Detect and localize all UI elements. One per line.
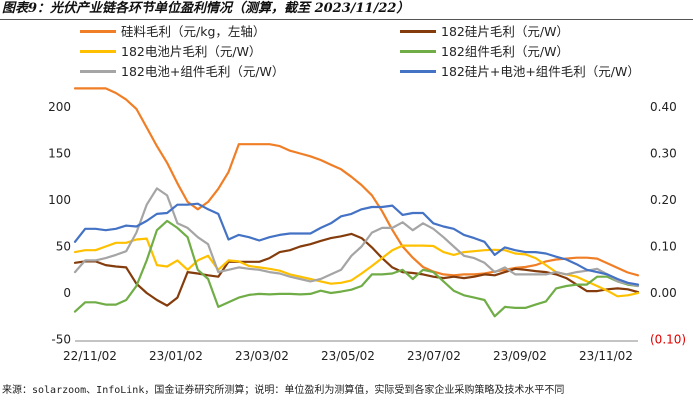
legend-label-module: 182组件毛利（元/W） xyxy=(441,44,569,59)
line-chart: -50 0 50 100 150 200 (0.10) 0.00 0.10 0.20 0.30 0.4… xyxy=(48,87,686,363)
x-axis-tick-label: 22/11/02 xyxy=(63,349,117,363)
x-axis-tick-label: 23/11/02 xyxy=(579,349,633,363)
right-axis-tick-label: 0.40 xyxy=(650,100,677,114)
left-axis-tick-label: 0 xyxy=(63,286,71,300)
x-axis-tick-label: 23/07/02 xyxy=(407,349,461,363)
left-axis-tick-label: -50 xyxy=(51,333,71,347)
right-axis-tick-label: 0.00 xyxy=(650,286,677,300)
x-axis-tick-label: 23/01/02 xyxy=(149,349,203,363)
legend-swatch-wafer xyxy=(400,30,436,33)
legend-item-cell: 182电池片毛利（元/W） xyxy=(80,44,261,60)
left-axis-tick-label: 200 xyxy=(48,100,71,114)
x-axis-tick-label: 23/09/02 xyxy=(493,349,547,363)
legend-item-silicon: 硅料毛利（元/kg，左轴） xyxy=(80,24,265,40)
legend-item-wafer-cell-module: 182硅片+电池+组件毛利（元/W） xyxy=(400,64,640,80)
legend-label-cell-module: 182电池+组件毛利（元/W） xyxy=(121,64,285,79)
legend-swatch-module xyxy=(400,50,436,53)
source-note: 来源：solarzoom、InfoLink，国金证券研究所测算；说明：单位盈利为… xyxy=(2,385,565,396)
series-line-cell-module xyxy=(73,187,640,288)
legend-item-module: 182组件毛利（元/W） xyxy=(400,44,569,60)
left-axis-tick-label: 150 xyxy=(48,147,71,161)
legend-swatch-cell-module xyxy=(80,70,116,73)
title-divider xyxy=(0,19,693,20)
x-axis-tick-label: 23/03/02 xyxy=(235,349,289,363)
chart-legend: 硅料毛利（元/kg，左轴） 182硅片毛利（元/W） 182电池片毛利（元/W）… xyxy=(0,0,693,100)
legend-label-cell: 182电池片毛利（元/W） xyxy=(121,44,262,59)
left-axis-tick-label: 100 xyxy=(48,193,71,207)
figure-title: 图表9：光伏产业链各环节单位盈利情况（测算，截至 2023/11/22） xyxy=(2,1,410,16)
right-axis-tick-label: (0.10) xyxy=(650,333,686,347)
legend-item-wafer: 182硅片毛利（元/W） xyxy=(400,24,569,40)
right-axis-tick-label: 0.20 xyxy=(650,193,677,207)
legend-item-cell-module: 182电池+组件毛利（元/W） xyxy=(80,64,284,80)
legend-label-wafer-cell-module: 182硅片+电池+组件毛利（元/W） xyxy=(441,64,640,79)
series-line-module xyxy=(73,219,640,318)
series-line-silicon xyxy=(73,87,640,277)
right-axis-tick-label: 0.30 xyxy=(650,147,677,161)
series-line-wafer-cell-module xyxy=(73,202,640,286)
legend-label-silicon: 硅料毛利（元/kg，左轴） xyxy=(121,24,266,39)
legend-swatch-cell xyxy=(80,50,116,53)
left-axis-tick-label: 50 xyxy=(56,240,71,254)
x-axis-tick-label: 23/05/02 xyxy=(321,349,375,363)
series-line-cell xyxy=(73,237,640,298)
right-axis-tick-label: 0.10 xyxy=(650,240,677,254)
series-line-wafer xyxy=(73,232,640,307)
legend-swatch-wafer-cell-module xyxy=(400,70,436,73)
legend-swatch-silicon xyxy=(80,30,116,33)
legend-label-wafer: 182硅片毛利（元/W） xyxy=(441,24,569,39)
